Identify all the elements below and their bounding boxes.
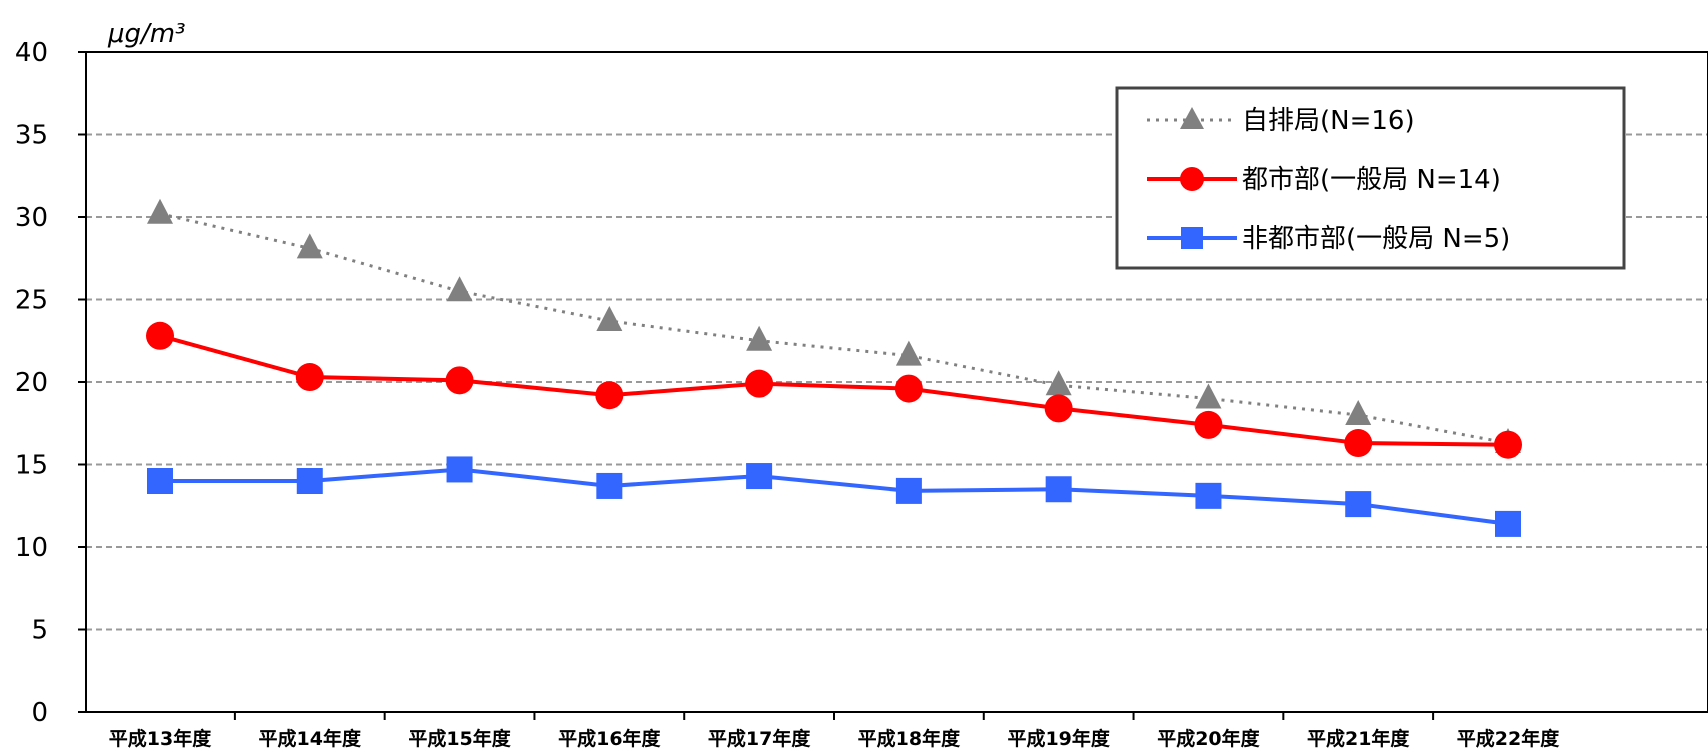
x-tick-label-10: 平成22年度 <box>1457 727 1560 750</box>
data-point-s2-7 <box>1044 394 1073 423</box>
y-tick-label-0: 0 <box>31 698 48 728</box>
y-tick-label-20: 20 <box>15 368 48 398</box>
data-point-s2-9 <box>1344 429 1373 458</box>
unit-label: μg/m³ <box>107 19 186 49</box>
data-point-s1-8 <box>1195 383 1222 409</box>
data-point-s2-4 <box>595 381 624 410</box>
data-point-s3-3 <box>446 456 473 483</box>
y-tick-label-25: 25 <box>15 286 48 316</box>
data-point-s1-1 <box>147 198 173 224</box>
x-axis-ticks: 平成13年度 平成14年度 平成15年度 平成16年度 平成17年度 平成18年度 平成19… <box>109 712 1560 750</box>
data-point-s2-10 <box>1494 430 1522 459</box>
data-point-s3-4 <box>596 472 623 499</box>
data-point-s2-3 <box>445 366 474 395</box>
series-group <box>146 198 1522 537</box>
x-tick-label-7: 平成19年度 <box>1007 727 1110 750</box>
x-tick-label-2: 平成14年度 <box>259 727 362 750</box>
data-point-s2-1 <box>146 321 174 350</box>
y-tick-label-35: 35 <box>15 121 48 151</box>
y-tick-label-40: 40 <box>15 38 48 68</box>
legend: 自排局(N=16) 都市部(一般局 N=14) 非都市部(一般局 N=5) <box>1115 86 1626 270</box>
data-point-s3-10 <box>1495 510 1521 537</box>
data-point-s2-2 <box>295 363 324 392</box>
legend-label-hitoshibu: 非都市部(一般局 N=5) <box>1242 224 1510 254</box>
y-tick-label-5: 5 <box>31 616 48 646</box>
x-tick-label-8: 平成20年度 <box>1157 727 1260 750</box>
data-point-s1-2 <box>296 233 323 259</box>
data-point-s3-9 <box>1345 491 1372 518</box>
x-tick-label-3: 平成15年度 <box>408 727 511 750</box>
y-axis-ticks: 0 5 10 15 20 25 30 35 40 <box>15 38 86 728</box>
legend-square-marker <box>1181 227 1203 249</box>
plot-area-frame <box>85 51 1708 713</box>
data-point-s3-5 <box>746 463 773 490</box>
data-point-s2-8 <box>1194 410 1223 439</box>
series-line-2 <box>159 333 1509 447</box>
x-tick-label-9: 平成21年度 <box>1307 727 1410 750</box>
data-point-s3-8 <box>1195 482 1222 509</box>
data-point-s3-7 <box>1045 476 1072 503</box>
data-point-s1-9 <box>1345 400 1372 425</box>
x-tick-label-6: 平成18年度 <box>858 727 961 750</box>
legend-circle-marker <box>1180 167 1204 191</box>
x-tick-label-5: 平成17年度 <box>708 727 811 750</box>
data-point-s3-1 <box>147 468 173 494</box>
data-point-s1-5 <box>746 325 773 351</box>
data-point-s1-6 <box>895 340 922 366</box>
y-tick-label-10: 10 <box>15 533 48 563</box>
data-point-s3-2 <box>296 468 323 494</box>
data-point-s3-6 <box>895 477 922 504</box>
data-point-s1-3 <box>446 276 473 302</box>
x-tick-label-4: 平成16年度 <box>558 727 661 750</box>
data-point-s1-7 <box>1045 370 1072 396</box>
x-tick-label-1: 平成13年度 <box>109 727 212 750</box>
legend-label-jihaikyoku: 自排局(N=16) <box>1242 106 1415 136</box>
grid-lines <box>86 133 1708 631</box>
data-point-s2-6 <box>894 374 923 403</box>
legend-triangle-marker <box>1180 107 1204 129</box>
series-line-3 <box>160 467 1509 526</box>
data-point-s2-5 <box>745 369 774 398</box>
data-point-s1-4 <box>596 305 623 331</box>
y-tick-label-15: 15 <box>15 451 48 481</box>
y-tick-label-30: 30 <box>15 203 48 233</box>
legend-label-toshibu: 都市部(一般局 N=14) <box>1242 165 1501 195</box>
